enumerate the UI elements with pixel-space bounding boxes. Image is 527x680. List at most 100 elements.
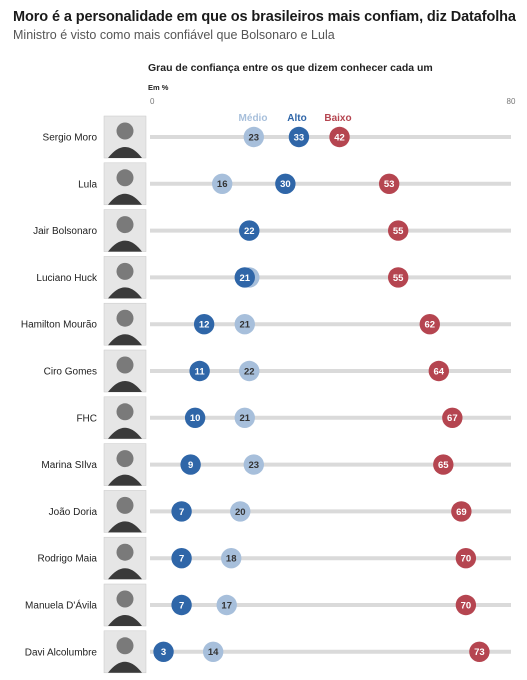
- dot-baixo: [433, 454, 454, 475]
- data-label-alto: 3: [161, 647, 166, 658]
- row: Ciro Gomes 22 64 11: [44, 349, 511, 393]
- dot-alto: [171, 501, 192, 522]
- data-label-baixo: 70: [461, 600, 472, 611]
- data-label-mdio: 14: [208, 647, 219, 658]
- row-name: Jair Bolsonaro: [33, 226, 97, 237]
- x-tick-label: 0: [150, 97, 155, 106]
- data-label-baixo: 73: [474, 647, 485, 658]
- portrait-photo-icon: [103, 396, 147, 440]
- dot-mdio: [234, 407, 255, 428]
- page-subtitle: Ministro é visto como mais confiável que…: [13, 28, 335, 42]
- unit-label: Em %: [148, 83, 169, 92]
- dot-baixo: [387, 267, 409, 288]
- data-label-baixo: 62: [424, 320, 435, 331]
- row: Marina SIlva 23 65 9: [41, 443, 511, 486]
- data-label-alto: 7: [179, 554, 184, 565]
- portrait-photo-icon: [103, 302, 147, 346]
- data-label-baixo: 55: [393, 273, 404, 284]
- row-name: Sergio Moro: [43, 133, 98, 144]
- dot-mdio: [221, 548, 242, 569]
- row: Luciano Huck225521: [36, 256, 511, 299]
- row: FHC 21 67 10: [76, 396, 511, 440]
- data-label-mdio: 22: [244, 366, 255, 377]
- dot-alto: [184, 407, 206, 428]
- dot-baixo: [442, 407, 463, 428]
- portrait-photo-icon: [103, 349, 147, 393]
- data-label-alto: 30: [280, 179, 291, 190]
- data-label-mdio: 18: [226, 554, 237, 565]
- data-label-baixo: 65: [438, 460, 449, 471]
- portrait-photo-icon: [103, 256, 147, 299]
- portrait-photo-icon: [103, 536, 147, 580]
- row-name: Rodrigo Maia: [38, 554, 98, 565]
- row-name: Manuela D'Ávila: [25, 599, 97, 612]
- row: Sergio Moro 23 42 33: [43, 115, 511, 159]
- dot-alto: [239, 220, 260, 241]
- row: Davi Alcolumbre 14 73 3: [25, 630, 511, 674]
- data-label-mdio: 17: [221, 600, 232, 611]
- row: Hamilton Mourão 21 62 12: [21, 302, 511, 346]
- portrait-photo-icon: [103, 443, 147, 486]
- dot-baixo: [387, 220, 409, 241]
- dot-baixo: [419, 314, 440, 335]
- data-label-mdio: 21: [239, 413, 250, 424]
- data-label-baixo: 53: [384, 179, 395, 190]
- dot-mdio: [234, 314, 255, 335]
- data-label-mdio: 23: [248, 132, 259, 143]
- dot-alto: [275, 173, 296, 194]
- row-name: Ciro Gomes: [44, 367, 97, 378]
- data-label-alto: 22: [244, 226, 255, 237]
- page-title: Moro é a personalidade em que os brasile…: [13, 9, 516, 25]
- dot-alto: [153, 641, 174, 662]
- dot-baixo: [455, 548, 477, 569]
- portrait-photo-icon: [103, 162, 147, 206]
- data-label-alto: 12: [199, 320, 210, 331]
- dot-mdio: [243, 126, 264, 148]
- dot-baixo: [428, 360, 449, 382]
- dot-baixo: [378, 173, 400, 194]
- row-name: Marina SIlva: [41, 460, 97, 471]
- data-label-mdio: 21: [239, 320, 250, 331]
- row: Jair Bolsonaro225522: [33, 209, 511, 252]
- dot-mdio: [216, 594, 237, 616]
- data-label-mdio: 20: [235, 507, 246, 518]
- dot-baixo: [469, 641, 490, 662]
- dot-baixo: [451, 501, 472, 522]
- data-label-alto: 21: [239, 273, 250, 284]
- dot-alto: [234, 267, 255, 288]
- row-name: Luciano Huck: [36, 273, 98, 284]
- dot-baixo: [329, 126, 350, 148]
- dot-mdio: [202, 641, 224, 662]
- dot-alto: [189, 360, 210, 382]
- data-label-alto: 7: [179, 600, 184, 611]
- data-label-baixo: 42: [334, 132, 345, 143]
- portrait-photo-icon: [103, 209, 147, 252]
- legend-baixo: Baixo: [324, 113, 351, 124]
- x-tick-label: 80: [507, 97, 516, 106]
- row: Lula 16 53 30: [78, 162, 511, 206]
- data-label-alto: 11: [195, 366, 206, 377]
- portrait-photo-icon: [103, 115, 147, 159]
- dot-mdio: [212, 173, 233, 194]
- data-label-mdio: 23: [248, 460, 259, 471]
- chart-title: Grau de confiança entre os que dizem con…: [148, 62, 433, 74]
- row-name: Lula: [78, 179, 97, 190]
- data-label-alto: 10: [190, 413, 201, 424]
- dot-alto: [193, 314, 215, 335]
- row: João Doria 20 69 7: [49, 490, 511, 533]
- dot-mdio: [230, 501, 251, 522]
- dot-mdio: [243, 454, 264, 475]
- dot-alto: [171, 594, 192, 616]
- portrait-photo-icon: [103, 630, 147, 674]
- portrait-photo-icon: [103, 490, 147, 533]
- data-label-baixo: 69: [456, 507, 467, 518]
- legend-mdio: Médio: [239, 113, 268, 124]
- data-label-baixo: 70: [461, 554, 472, 565]
- data-label-mdio: 16: [217, 179, 228, 190]
- row-name: Hamilton Mourão: [21, 320, 98, 331]
- row: Rodrigo Maia 18 70 7: [38, 536, 511, 580]
- data-label-alto: 33: [294, 132, 305, 143]
- portrait-photo-icon: [103, 583, 147, 627]
- dot-alto: [288, 126, 310, 148]
